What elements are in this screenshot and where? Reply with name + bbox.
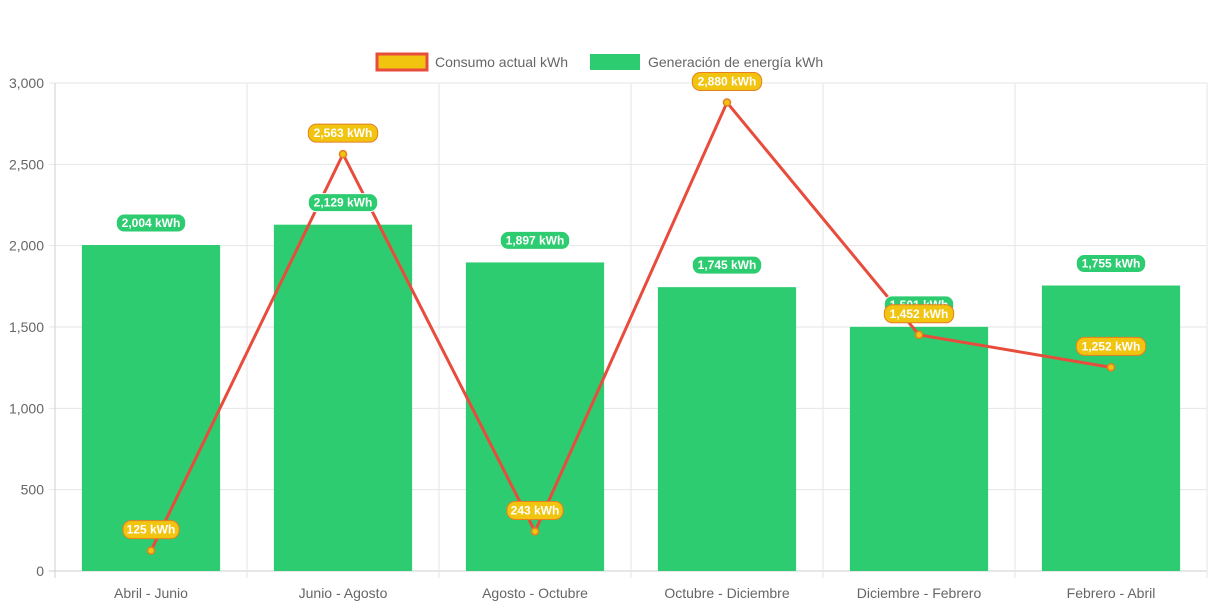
bar-data-label: 1,755 kWh [1075, 254, 1147, 274]
bar-data-label-bg [691, 255, 763, 275]
bar[interactable] [657, 287, 797, 571]
bar-data-label-text: 2,004 kWh [122, 216, 181, 230]
bar-data-label-bg [499, 230, 571, 250]
x-tick-label: Diciembre - Febrero [857, 585, 982, 601]
line-data-label: 125 kWh [122, 520, 180, 540]
bar-data-label: 2,129 kWh [307, 193, 379, 213]
line-data-label: 1,252 kWh [1075, 336, 1147, 356]
y-tick-label: 1,000 [9, 400, 44, 416]
line-data-label-bg [1075, 336, 1147, 356]
bar-data-label-bg [307, 193, 379, 213]
legend[interactable]: Consumo actual kWh Generación de energía … [375, 52, 823, 72]
bar-data-label-bg [1075, 254, 1147, 274]
legend-swatch-generacion [590, 54, 640, 70]
line-point[interactable] [530, 527, 540, 536]
x-tick-label: Junio - Agosto [299, 585, 388, 601]
legend-swatch-consumo [375, 52, 429, 72]
bar[interactable] [81, 245, 221, 572]
line-data-label-text: 243 kWh [511, 503, 560, 517]
bar[interactable] [1041, 285, 1181, 571]
line-data-label-bg [506, 500, 564, 520]
legend-item-generacion[interactable]: Generación de energía kWh [590, 54, 823, 70]
bar-data-label-text: 1,755 kWh [1082, 257, 1141, 271]
bar[interactable] [273, 224, 413, 571]
x-tick-label: Agosto - Octubre [482, 585, 588, 601]
bar-data-label-text: 2,129 kWh [314, 196, 373, 210]
line-data-label: 2,880 kWh [691, 72, 763, 92]
line-data-label-bg [883, 304, 955, 324]
x-tick-label: Abril - Junio [114, 585, 188, 601]
line-data-label: 243 kWh [506, 500, 564, 520]
bar[interactable] [849, 326, 989, 571]
bar-data-label-text: 1,897 kWh [506, 233, 565, 247]
x-tick-label: Febrero - Abril [1067, 585, 1156, 601]
line-data-label-text: 1,452 kWh [890, 307, 949, 321]
line-path [149, 99, 1112, 552]
line-data-label-bg [307, 123, 379, 143]
line-series [146, 98, 1116, 555]
y-axis: 0 500 1,000 1,500 2,000 2,500 3,000 [9, 75, 44, 579]
bar-data-label: 2,004 kWh [115, 213, 187, 233]
x-axis: Abril - Junio Junio - Agosto Agosto - Octu… [114, 585, 1155, 601]
legend-item-consumo[interactable]: Consumo actual kWh [375, 52, 568, 72]
x-tick-label: Octubre - Diciembre [664, 585, 789, 601]
line-data-label-text: 1,252 kWh [1082, 339, 1141, 353]
line-point[interactable] [914, 330, 924, 340]
line-point[interactable] [722, 98, 732, 107]
legend-label-generacion: Generación de energía kWh [648, 54, 823, 70]
legend-label-consumo: Consumo actual kWh [435, 54, 568, 70]
y-tick-label: 2,500 [9, 156, 44, 172]
line-point[interactable] [146, 546, 156, 555]
grid-lines [49, 82, 1208, 578]
line-data-label-text: 2,563 kWh [314, 126, 373, 140]
bar[interactable] [465, 262, 605, 571]
bar-data-label-text: 1,745 kWh [698, 258, 757, 272]
y-tick-label: 2,000 [9, 238, 44, 254]
line-data-label: 1,452 kWh [883, 304, 955, 324]
line-data-label-text: 125 kWh [127, 523, 176, 537]
line-data-label-text: 2,880 kWh [698, 75, 757, 89]
y-tick-label: 500 [21, 482, 45, 498]
bar-data-label-bg [115, 213, 187, 233]
y-tick-label: 0 [36, 563, 44, 579]
bar-data-label: 1,745 kWh [691, 255, 763, 275]
line-data-label: 2,563 kWh [307, 123, 379, 143]
line-data-label-bg [691, 72, 763, 92]
line-point[interactable] [338, 149, 348, 159]
line-point[interactable] [1106, 363, 1116, 372]
bar-data-label: 1,897 kWh [499, 230, 571, 250]
line-data-label-bg [122, 520, 180, 540]
y-tick-label: 1,500 [9, 319, 44, 335]
y-tick-label: 3,000 [9, 75, 44, 91]
